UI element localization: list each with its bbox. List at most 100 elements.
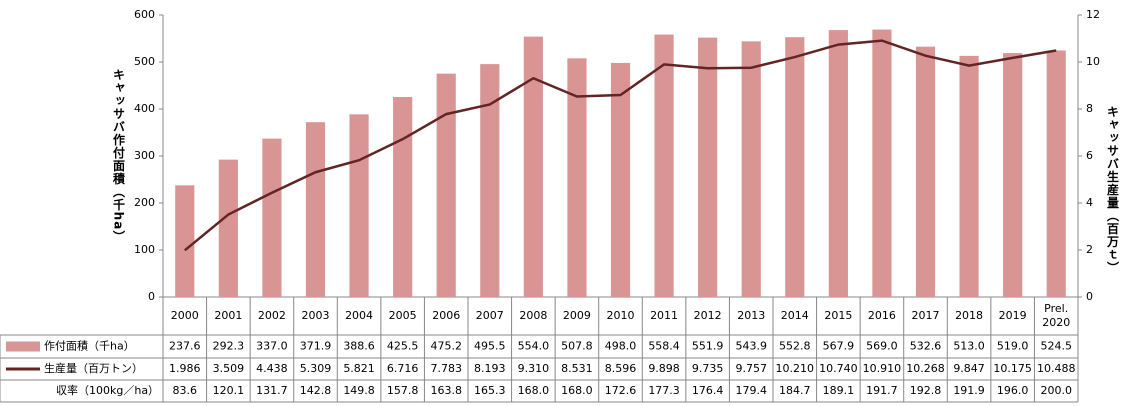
table-cell: 495.5 bbox=[474, 340, 506, 353]
bar bbox=[915, 46, 936, 297]
bar bbox=[262, 138, 282, 297]
bar bbox=[698, 37, 718, 298]
table-cell: 5.821 bbox=[343, 362, 375, 375]
bar bbox=[610, 62, 631, 297]
table-cell: 131.7 bbox=[256, 384, 288, 397]
x-tick-label: 2006 bbox=[432, 309, 461, 322]
table-cell: 519.0 bbox=[997, 340, 1029, 353]
bar bbox=[741, 41, 761, 297]
table-cell: 388.6 bbox=[343, 340, 375, 353]
table-cell: 10.175 bbox=[993, 362, 1032, 375]
table-cell: 425.5 bbox=[387, 340, 419, 353]
table-cell: 569.0 bbox=[866, 340, 898, 353]
x-tick-label: 2008 bbox=[519, 309, 548, 322]
bar bbox=[436, 73, 456, 297]
y-tick-label: 500 bbox=[134, 55, 155, 68]
table-cell: 9.735 bbox=[692, 362, 724, 375]
y-tick-label: 300 bbox=[134, 149, 155, 162]
bar bbox=[959, 55, 979, 297]
bar bbox=[1003, 53, 1023, 297]
table-cell: 10.268 bbox=[906, 362, 945, 375]
table-cell: 184.7 bbox=[779, 384, 811, 397]
table-cell: 163.8 bbox=[430, 384, 462, 397]
x-tick-label: 2005 bbox=[388, 309, 417, 322]
x-tick-label: 2016 bbox=[867, 309, 896, 322]
table-cell: 475.2 bbox=[430, 340, 462, 353]
table-cell: 9.898 bbox=[648, 362, 680, 375]
y2-tick-label: 2 bbox=[1086, 243, 1093, 256]
x-tick-label: 2000 bbox=[170, 309, 199, 322]
legend-label: 作付面積（千ha） bbox=[44, 339, 135, 353]
table-cell: 177.3 bbox=[648, 384, 680, 397]
y-tick-label: 200 bbox=[134, 196, 155, 209]
bar bbox=[349, 114, 369, 297]
y2-axis-title: キャッサバ生産量（百万ｔ） bbox=[1106, 106, 1120, 275]
table-cell: 292.3 bbox=[213, 340, 245, 353]
table-cell: 507.8 bbox=[561, 340, 593, 353]
table-cell: 9.847 bbox=[953, 362, 985, 375]
bar bbox=[175, 185, 195, 297]
y2-tick-label: 10 bbox=[1086, 55, 1100, 68]
table-cell: 3.509 bbox=[213, 362, 245, 375]
table-cell: 551.9 bbox=[692, 340, 724, 353]
y2-tick-label: 12 bbox=[1086, 8, 1100, 21]
table-cell: 513.0 bbox=[953, 340, 985, 353]
table-cell: 191.7 bbox=[866, 384, 898, 397]
x-tick-label: 2012 bbox=[693, 309, 722, 322]
table-cell: 200.0 bbox=[1040, 384, 1072, 397]
table-cell: 142.8 bbox=[300, 384, 332, 397]
x-tick-label: 2011 bbox=[650, 309, 679, 322]
x-tick-label: Prel. 2020 bbox=[1042, 302, 1071, 329]
table-cell: 10.910 bbox=[863, 362, 902, 375]
x-tick-label: 2010 bbox=[606, 309, 635, 322]
x-tick-label: 2004 bbox=[345, 309, 374, 322]
table-cell: 191.9 bbox=[953, 384, 985, 397]
x-tick-label: 2014 bbox=[780, 309, 809, 322]
bar bbox=[1046, 50, 1066, 297]
y-axis-title: キャッサバ作付面積（千ha） bbox=[112, 69, 126, 244]
table-cell: 10.740 bbox=[819, 362, 858, 375]
table-cell: 371.9 bbox=[300, 340, 332, 353]
table-cell: 192.8 bbox=[910, 384, 942, 397]
x-tick-label: 2009 bbox=[562, 309, 591, 322]
y2-tick-label: 0 bbox=[1086, 290, 1093, 303]
line bbox=[183, 39, 1057, 252]
x-tick-label: 2015 bbox=[824, 309, 853, 322]
table-cell: 176.4 bbox=[692, 384, 724, 397]
table-cell: 543.9 bbox=[735, 340, 767, 353]
bar bbox=[480, 64, 500, 298]
table-cell: 554.0 bbox=[518, 340, 550, 353]
y2-tick-label: 8 bbox=[1086, 102, 1093, 115]
x-tick-label: 2018 bbox=[955, 309, 984, 322]
table-cell: 337.0 bbox=[256, 340, 288, 353]
table-cell: 149.8 bbox=[343, 384, 375, 397]
table-cell: 5.309 bbox=[300, 362, 332, 375]
bar bbox=[828, 30, 848, 297]
table-cell: 157.8 bbox=[387, 384, 419, 397]
table-cell: 4.438 bbox=[256, 362, 288, 375]
y2-tick-label: 6 bbox=[1086, 149, 1093, 162]
y-tick-label: 600 bbox=[134, 8, 155, 21]
table-cell: 9.757 bbox=[735, 362, 767, 375]
table-cell: 524.5 bbox=[1040, 340, 1072, 353]
table-cell: 83.6 bbox=[173, 384, 198, 397]
y-tick-label: 100 bbox=[134, 243, 155, 256]
table-cell: 498.0 bbox=[605, 340, 637, 353]
table-cell: 165.3 bbox=[474, 384, 506, 397]
table-cell: 532.6 bbox=[910, 340, 942, 353]
x-tick-label: 2013 bbox=[737, 309, 766, 322]
bar bbox=[218, 159, 238, 297]
table-cell: 7.783 bbox=[430, 362, 462, 375]
legend-label: 生産量（百万トン） bbox=[44, 361, 143, 375]
x-tick-label: 2002 bbox=[257, 309, 286, 322]
table-cell: 9.310 bbox=[518, 362, 550, 375]
bar bbox=[393, 97, 413, 297]
y-tick-label: 0 bbox=[148, 290, 155, 303]
table-cell: 567.9 bbox=[823, 340, 855, 353]
bar bbox=[567, 58, 587, 297]
x-tick-label: 2019 bbox=[998, 309, 1027, 322]
legend-swatch bbox=[6, 341, 40, 352]
x-tick-label: 2017 bbox=[911, 309, 940, 322]
table-cell: 552.8 bbox=[779, 340, 811, 353]
